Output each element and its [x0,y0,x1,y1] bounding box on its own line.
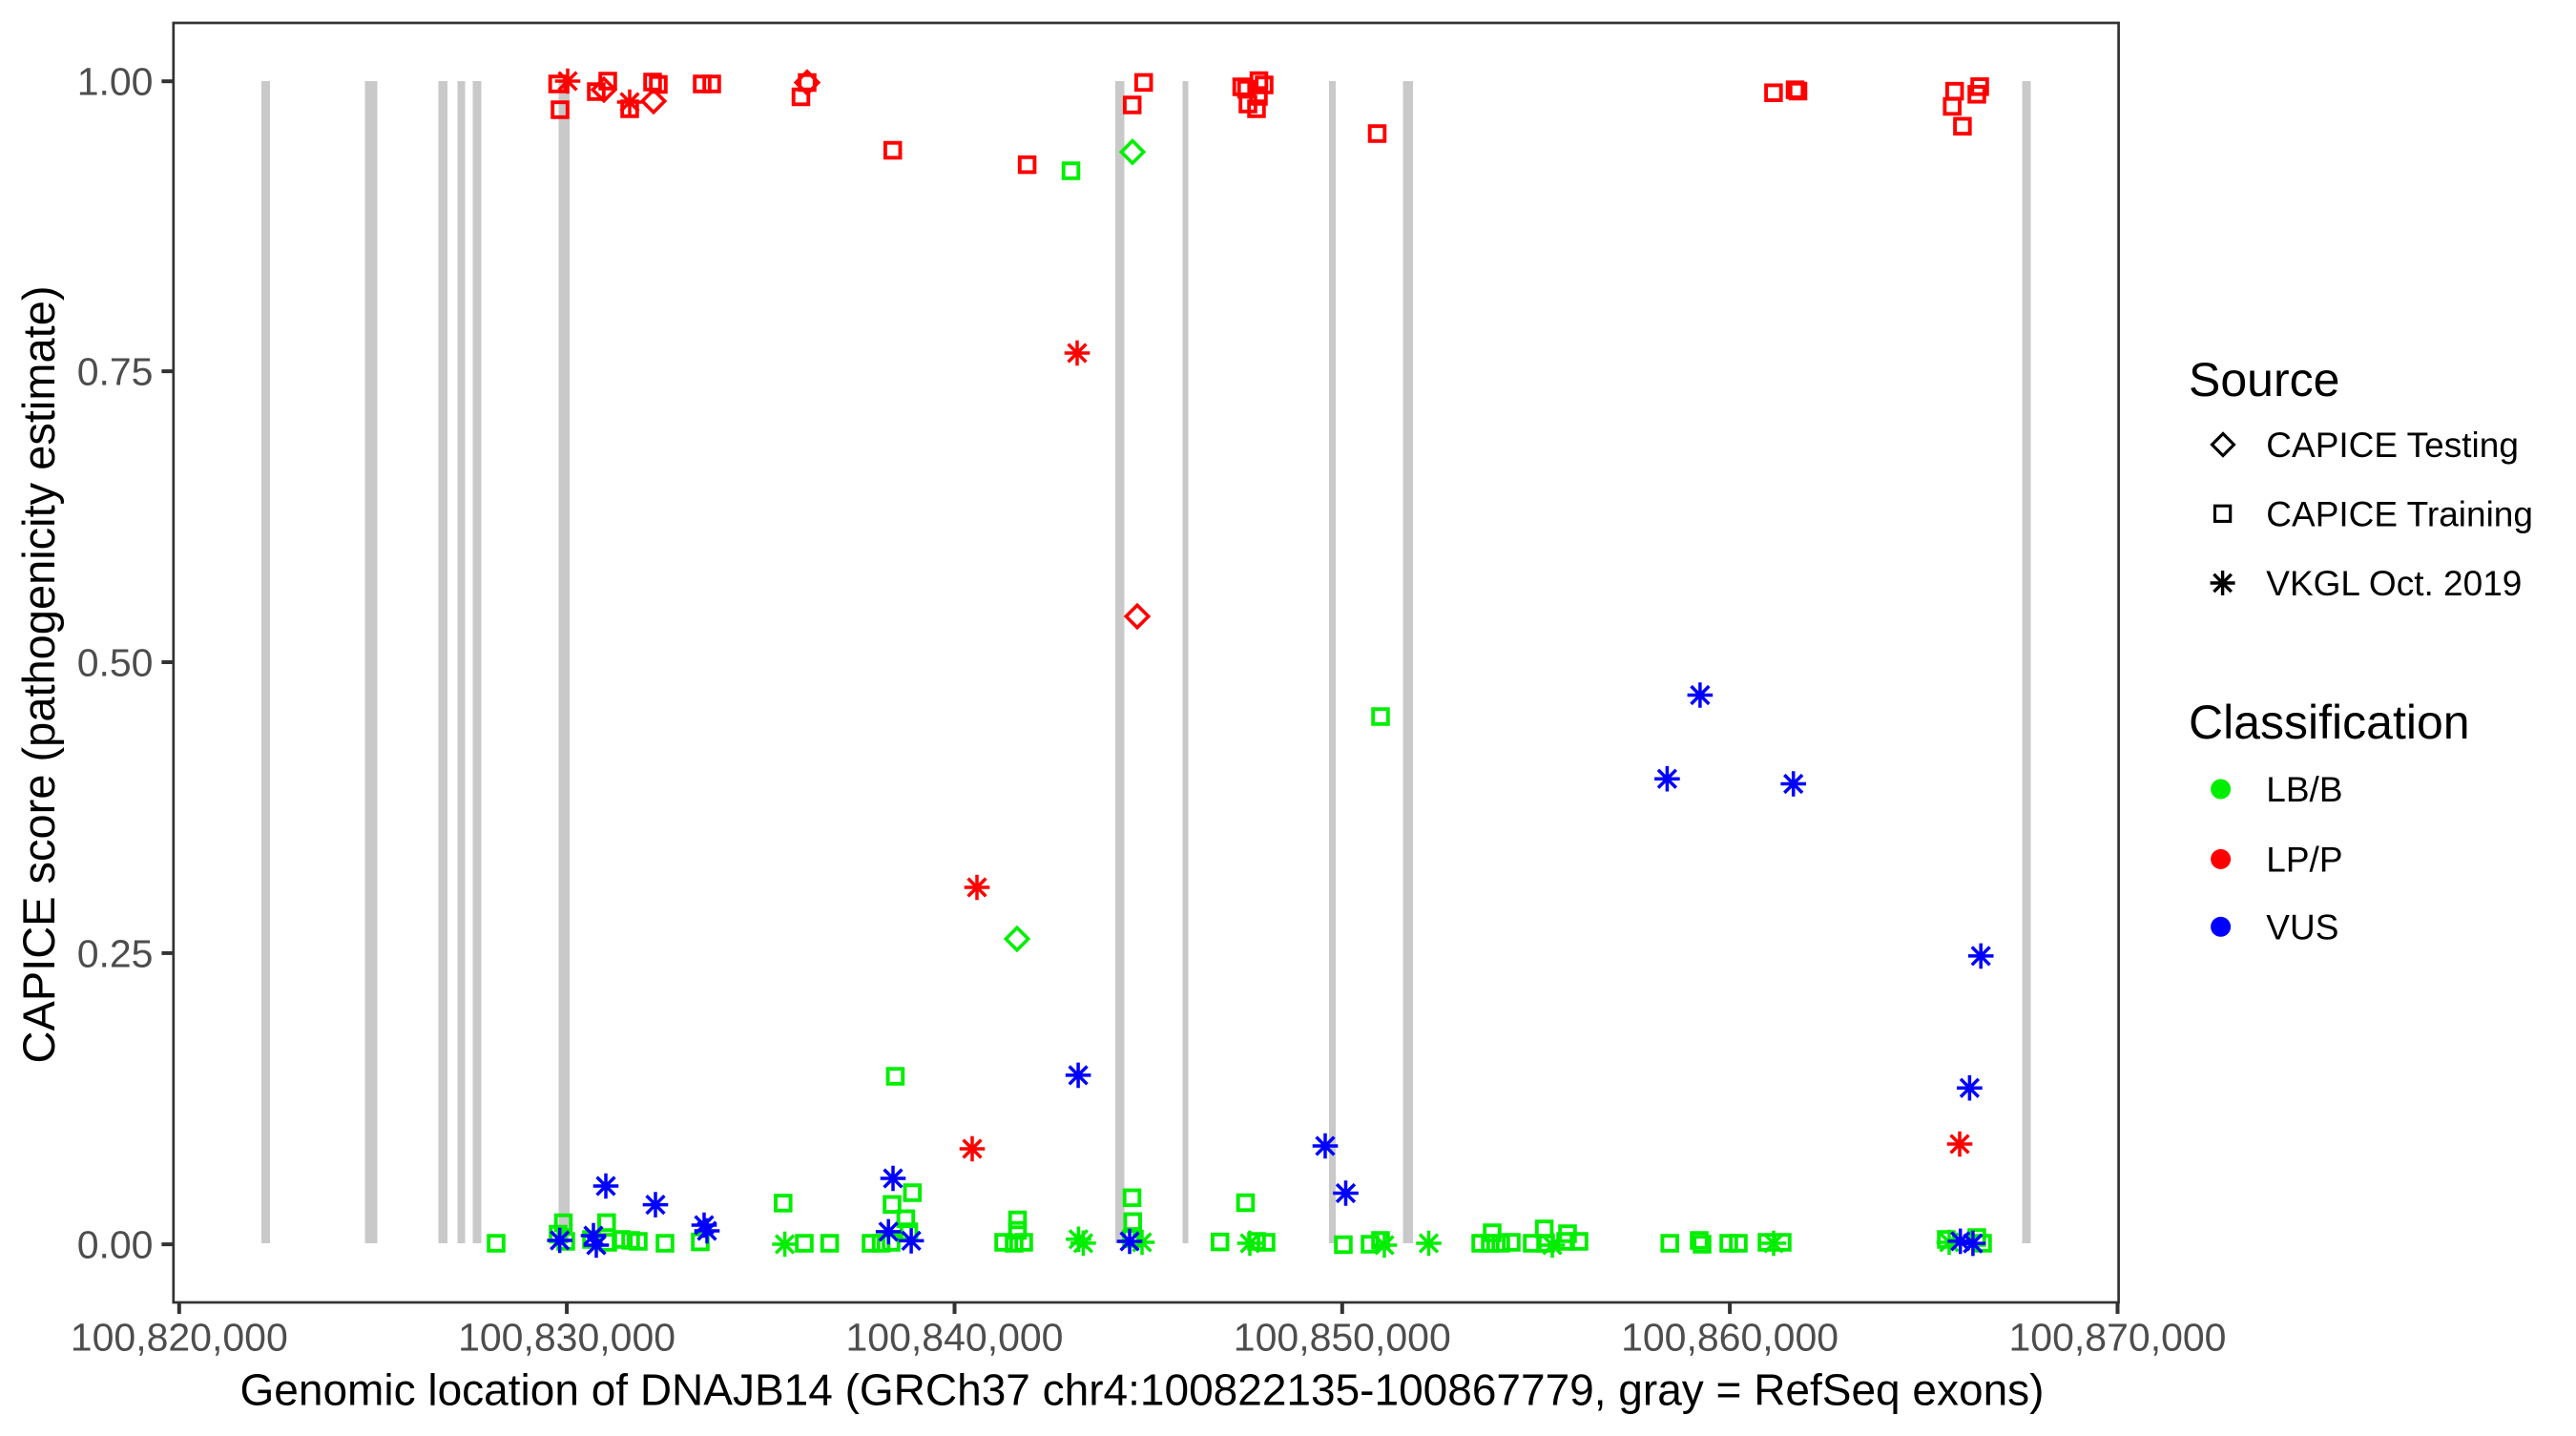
svg-text:0.50: 0.50 [77,641,154,685]
svg-text:100,830,000: 100,830,000 [458,1316,675,1360]
svg-text:Genomic location of DNAJB14 (G: Genomic location of DNAJB14 (GRCh37 chr4… [240,1364,2045,1414]
svg-text:Classification: Classification [2189,696,2470,749]
svg-text:100,820,000: 100,820,000 [71,1316,288,1360]
svg-text:VKGL Oct. 2019: VKGL Oct. 2019 [2266,564,2522,603]
svg-text:LP/P: LP/P [2266,841,2342,880]
svg-text:0.00: 0.00 [77,1223,154,1267]
svg-text:0.75: 0.75 [77,350,154,394]
svg-text:0.25: 0.25 [77,931,154,975]
svg-text:100,860,000: 100,860,000 [1621,1316,1839,1360]
svg-text:LB/B: LB/B [2266,770,2342,809]
svg-text:CAPICE Training: CAPICE Training [2266,495,2533,534]
svg-text:100,850,000: 100,850,000 [1234,1316,1451,1360]
svg-text:100,870,000: 100,870,000 [2008,1316,2226,1360]
svg-text:CAPICE score (pathogenicity es: CAPICE score (pathogenicity estimate) [13,286,64,1064]
svg-text:100,840,000: 100,840,000 [845,1316,1063,1360]
svg-text:1.00: 1.00 [77,60,154,104]
svg-text:Source: Source [2189,353,2339,406]
svg-text:VUS: VUS [2266,908,2338,947]
svg-text:CAPICE Testing: CAPICE Testing [2266,426,2519,465]
